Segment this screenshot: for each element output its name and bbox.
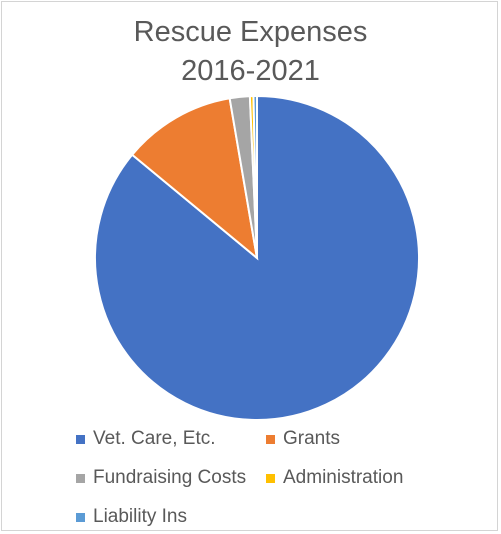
legend-swatch-administration <box>266 473 275 483</box>
legend-label-liability-ins: Liability Ins <box>93 506 187 527</box>
legend-item-vet-care: Vet. Care, Etc. <box>76 428 216 450</box>
legend-label-grants: Grants <box>283 428 341 449</box>
legend-swatch-vet-care <box>76 434 85 444</box>
legend-swatch-fundraising <box>76 473 85 483</box>
pie-slice-liability-ins <box>252 94 258 259</box>
legend-label-fundraising: Fundraising Costs <box>93 467 247 488</box>
legend-label-administration: Administration <box>283 467 404 488</box>
legend-swatch-grants <box>266 434 275 444</box>
legend-item-grants: Grants <box>266 428 340 450</box>
legend-label-vet-care: Vet. Care, Etc. <box>93 428 216 449</box>
chart-title-line-1: Rescue Expenses <box>133 16 368 48</box>
legend-swatch-liability-ins <box>76 512 85 522</box>
chart-title-line-2: 2016-2021 <box>181 55 320 87</box>
legend-item-liability-ins: Liability Ins <box>76 506 187 528</box>
pie-slice-grants <box>130 97 259 261</box>
legend-item-administration: Administration <box>266 467 403 489</box>
legend-item-fundraising: Fundraising Costs <box>76 467 246 489</box>
